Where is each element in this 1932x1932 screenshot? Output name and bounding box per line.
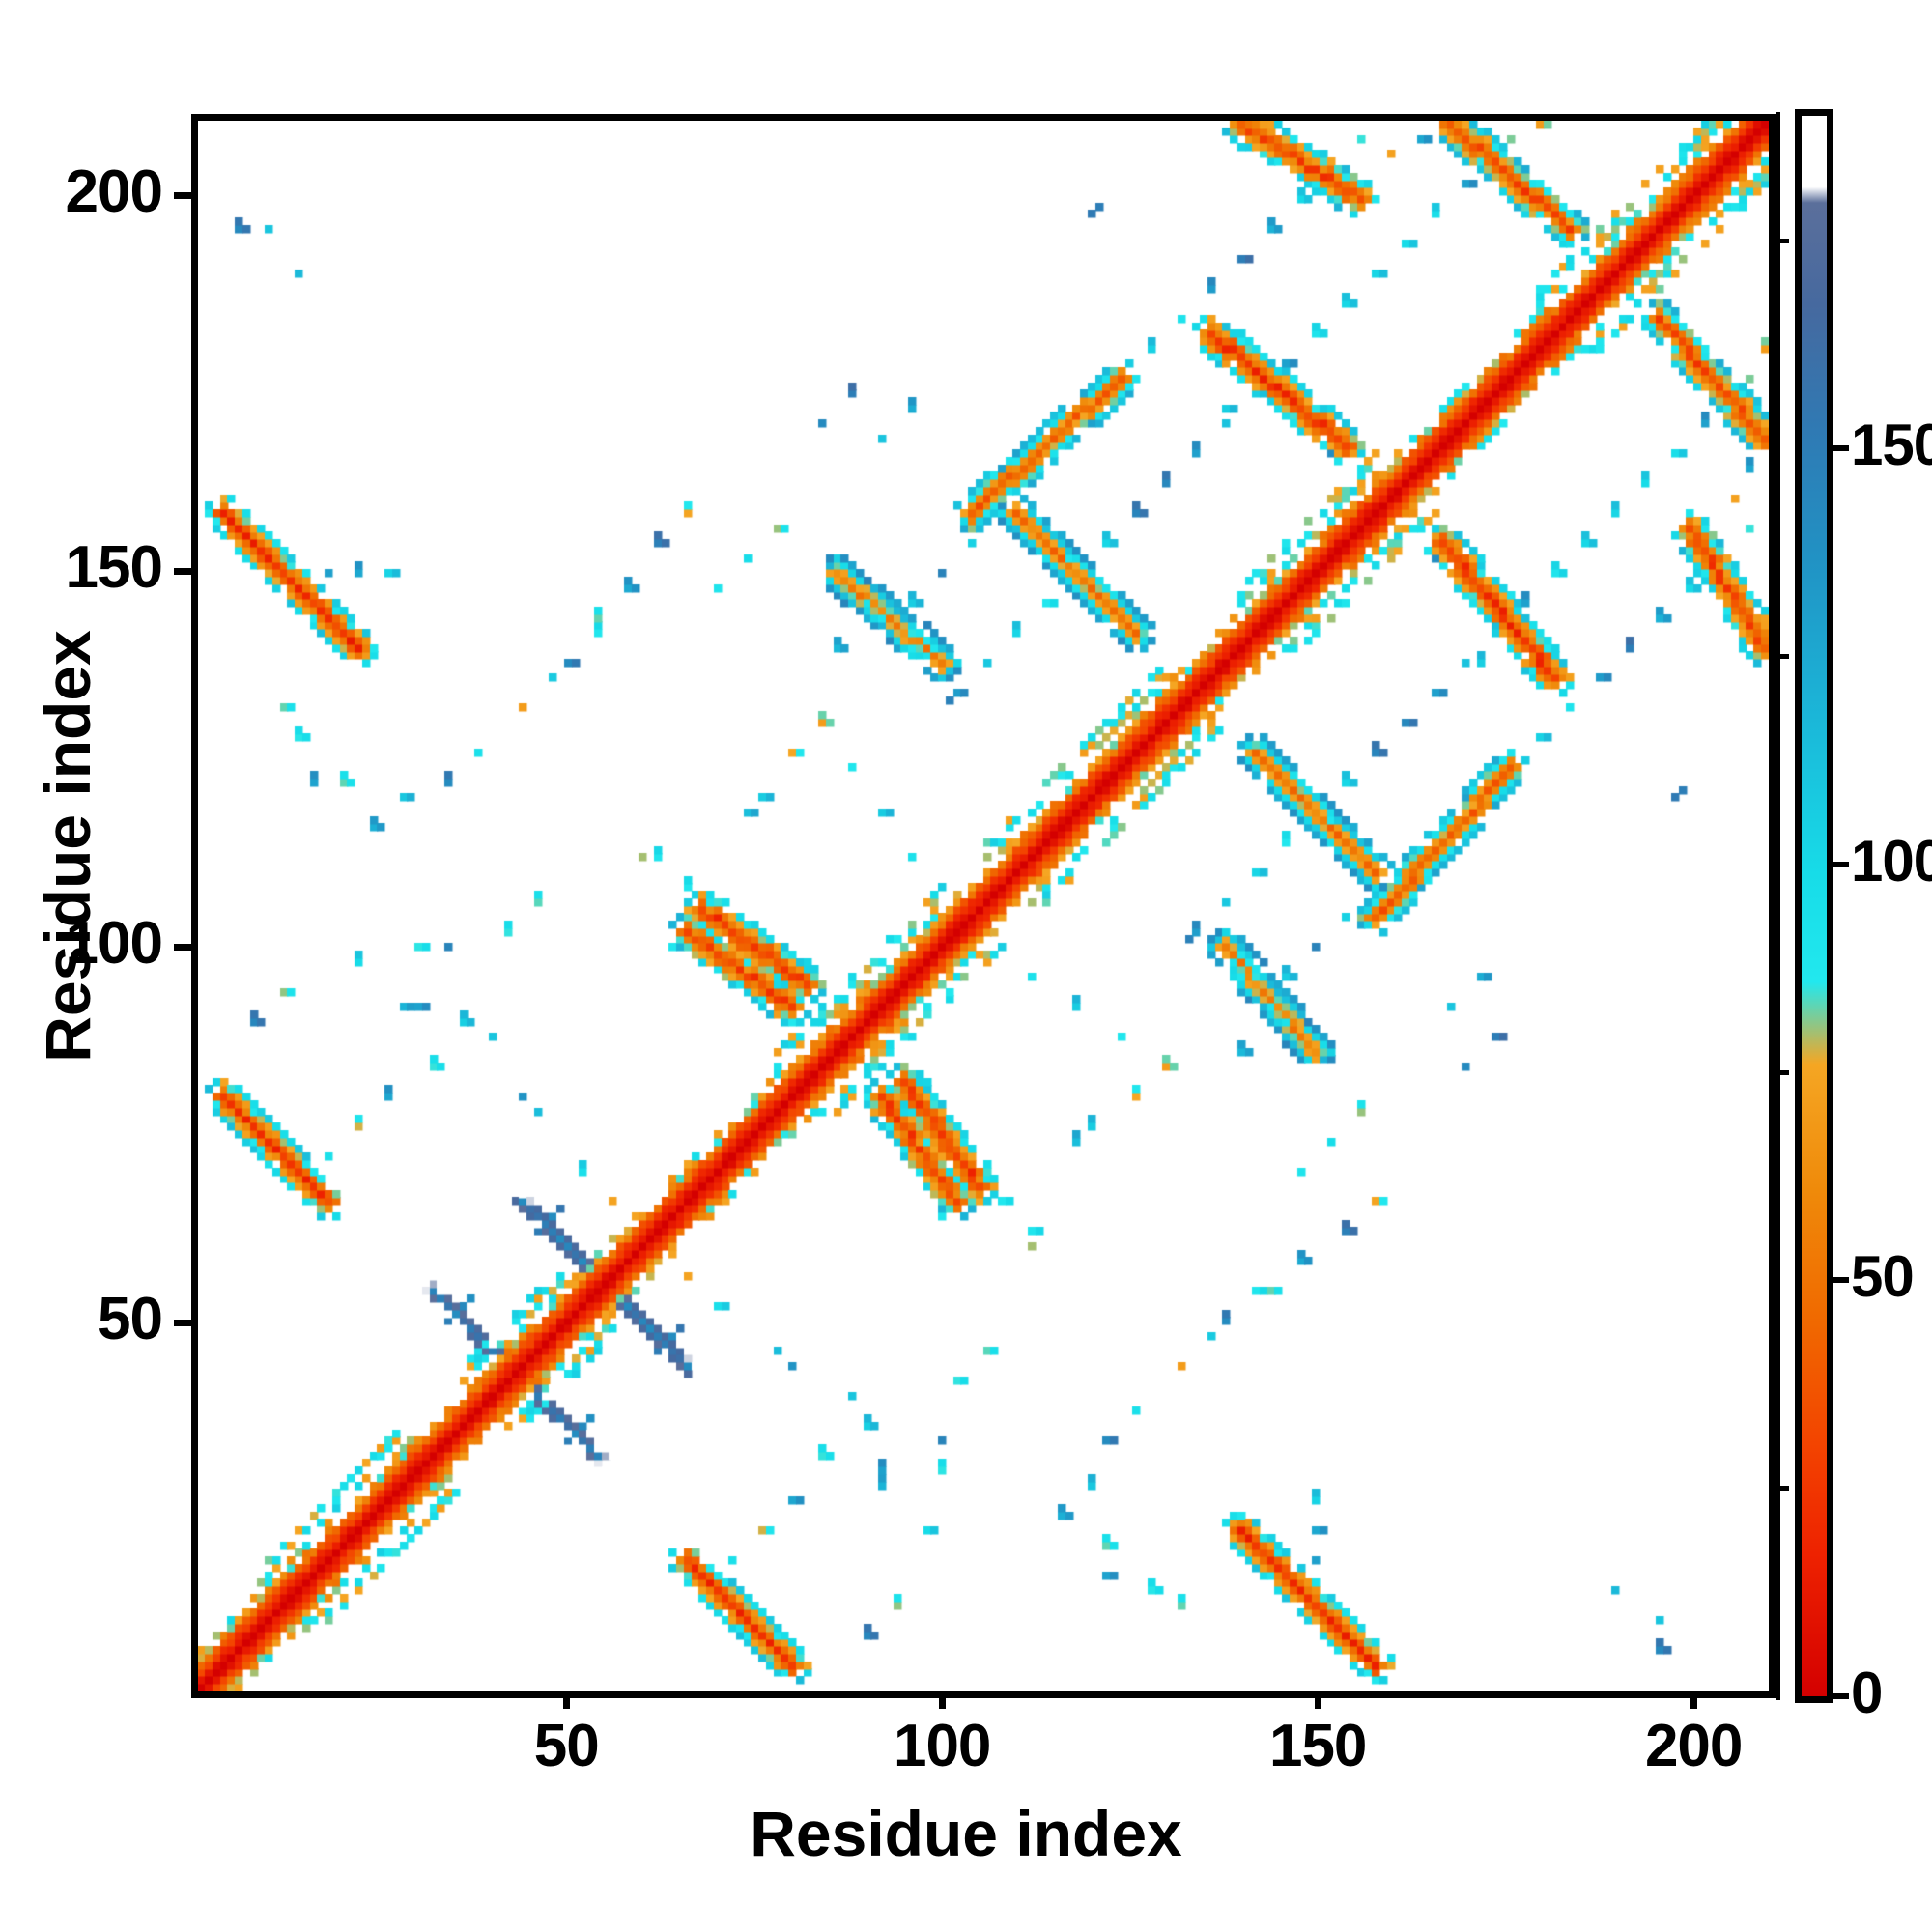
- colorbar-tick-100: [1833, 861, 1849, 867]
- y-axis-title: Residue index: [32, 630, 103, 1063]
- colorbar-tick-0: [1833, 1693, 1849, 1699]
- colorbar-label-0: 0: [1851, 1661, 1883, 1725]
- colorbar: [1795, 109, 1833, 1703]
- colorbar-label-100: 100: [1851, 828, 1932, 894]
- colorbar-label-50: 50: [1851, 1244, 1915, 1310]
- y-tick-label-50: 50: [98, 1285, 163, 1352]
- x-tick-label-50: 50: [533, 1713, 600, 1779]
- colorbar-tick-150: [1833, 445, 1849, 452]
- y-tick-200: [174, 192, 191, 200]
- x-tick-200: [1690, 1691, 1697, 1709]
- colorbar-minor-tick-175: [1776, 238, 1789, 243]
- colorbar-minor-tick-125: [1776, 654, 1789, 660]
- x-tick-label-200: 200: [1644, 1713, 1743, 1779]
- colorbar-axis-spine: [1776, 112, 1780, 1700]
- y-tick-100: [174, 944, 191, 952]
- y-tick-label-200: 200: [65, 157, 163, 225]
- heatmap-plot-area: [191, 114, 1776, 1698]
- x-tick-150: [1314, 1691, 1321, 1709]
- colorbar-label-150: 150: [1851, 412, 1932, 478]
- x-tick-label-100: 100: [893, 1713, 991, 1779]
- colorbar-minor-tick-25: [1776, 1486, 1789, 1492]
- colorbar-gradient: [1795, 109, 1833, 1703]
- y-tick-50: [174, 1320, 191, 1327]
- colorbar-tick-50: [1833, 1277, 1849, 1284]
- x-tick-100: [938, 1691, 946, 1709]
- colorbar-minor-tick-75: [1776, 1069, 1789, 1075]
- contact-map-canvas: [198, 121, 1769, 1691]
- y-tick-label-100: 100: [65, 909, 163, 977]
- x-axis-title: Residue index: [750, 1798, 1182, 1869]
- x-tick-label-150: 150: [1268, 1713, 1367, 1779]
- y-tick-150: [174, 568, 191, 576]
- y-tick-label-150: 150: [65, 533, 163, 601]
- x-tick-50: [562, 1691, 570, 1709]
